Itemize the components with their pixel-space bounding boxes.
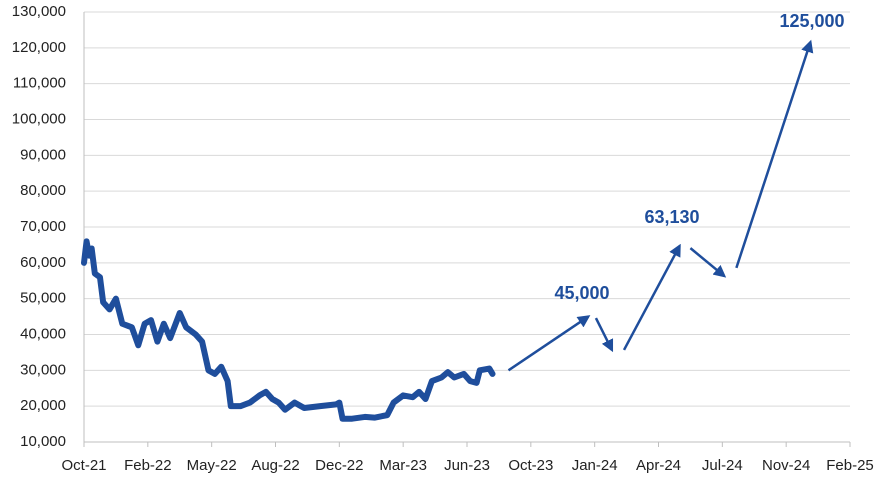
y-tick-label: 70,000 [20,218,66,235]
y-tick-label: 100,000 [12,110,66,127]
forecast-arrow [689,247,727,278]
y-tick-label: 20,000 [20,397,66,414]
y-tick-label: 10,000 [20,433,66,450]
x-tick-label: May-22 [187,457,237,474]
x-tick-label: Oct-23 [508,457,553,474]
x-tick-label: Apr-24 [636,457,681,474]
annotation: 63,130 [644,207,699,227]
x-tick-label: Feb-22 [124,457,172,474]
y-tick-label: 130,000 [12,3,66,20]
y-tick-label: 90,000 [20,146,66,163]
x-tick-label: Feb-25 [826,457,874,474]
forecast-arrow [594,317,614,353]
annotation: 45,000 [554,283,609,303]
y-tick-label: 60,000 [20,254,66,271]
x-tick-label: Jun-23 [444,457,490,474]
annotation: 125,000 [779,11,844,31]
x-tick-label: Oct-21 [61,457,106,474]
x-tick-label: Aug-22 [251,457,299,474]
y-tick-label: 40,000 [20,325,66,342]
forecast-arrow [735,39,814,269]
y-tick-label: 80,000 [20,182,66,199]
y-tick-label: 110,000 [13,75,66,92]
y-tick-label: 120,000 [12,39,66,56]
x-tick-label: Dec-22 [315,457,363,474]
forecast-arrow [622,243,681,351]
x-tick-label: Mar-23 [379,457,427,474]
price-line [81,238,496,422]
forecast-arrow [507,315,591,372]
x-tick-label: Nov-24 [762,457,810,474]
y-tick-label: 30,000 [20,361,66,378]
x-tick-label: Jul-24 [702,457,743,474]
x-tick-label: Jan-24 [572,457,618,474]
y-tick-label: 50,000 [20,290,66,307]
